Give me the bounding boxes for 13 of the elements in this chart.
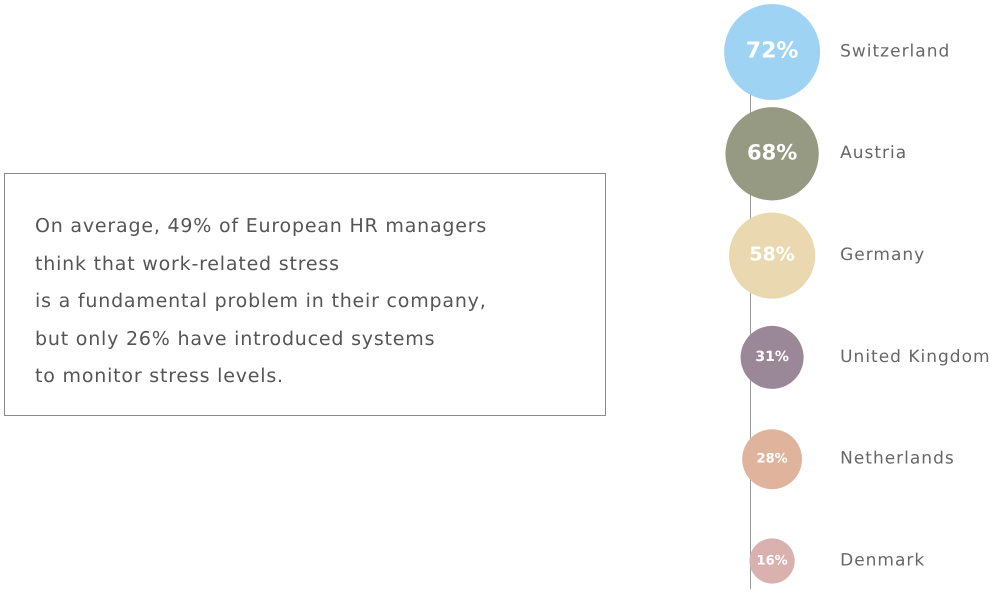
data-label: 58% [749, 244, 795, 266]
category-label: Austria [840, 143, 908, 164]
category-label: Netherlands [840, 448, 955, 469]
category-label: Germany [840, 245, 926, 266]
data-label: 28% [756, 452, 788, 467]
data-label: 31% [755, 349, 789, 366]
text: On average, 49% of European HR managers think that work-related stress is a fundamental problem in their company, but only 26% have introduced systems to monitor stress levels. [4, 173, 606, 416]
data-label: 16% [756, 553, 788, 568]
data-label: 68% [746, 140, 798, 164]
category-label: Switzerland [840, 41, 950, 62]
category-label: Denmark [840, 550, 926, 570]
category-label: United Kingdom [840, 346, 991, 367]
data-label: 72% [746, 38, 798, 64]
